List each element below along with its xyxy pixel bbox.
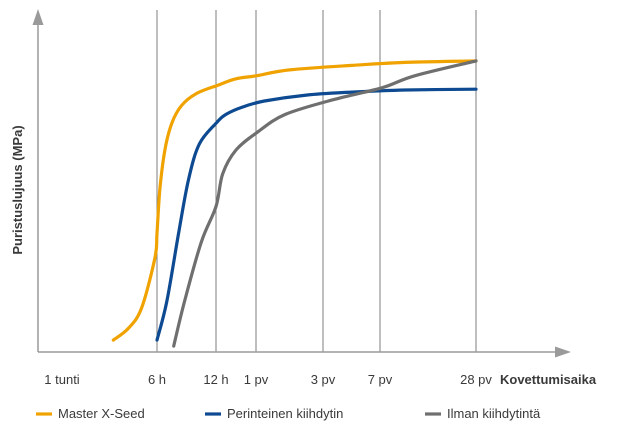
x-tick-label: 7 pv — [368, 372, 393, 387]
series-line-ilman-kiihdytinta — [172, 59, 478, 348]
x-tick-label: 1 tunti — [44, 372, 80, 387]
x-axis-label: Kovettumisaika — [500, 372, 597, 387]
x-tick-labels: 1 tunti 6 h 12 h 1 pv 3 pv 7 pv 28 pv — [44, 372, 492, 387]
x-tick-label: 1 pv — [244, 372, 269, 387]
legend-label: Ilman kiihdytintä — [447, 406, 541, 421]
y-axis-arrow-icon — [32, 9, 44, 25]
x-tick-label: 12 h — [203, 372, 228, 387]
x-tick-label: 6 h — [148, 372, 166, 387]
axes — [32, 9, 571, 358]
x-tick-label: 28 pv — [460, 372, 492, 387]
series-line-perinteinen-kiihdytin — [155, 87, 478, 342]
legend-label: Master X-Seed — [58, 406, 145, 421]
x-axis-arrow-icon — [555, 346, 571, 358]
y-axis-label: Puristuslujuus (MPa) — [10, 125, 25, 254]
legend: Master X-Seed Perinteinen kiihdytin Ilman … — [36, 406, 541, 421]
x-tick-label: 3 pv — [311, 372, 336, 387]
series-line-master-x-seed — [111, 59, 478, 342]
series-lines — [111, 59, 478, 348]
legend-label: Perinteinen kiihdytin — [227, 406, 343, 421]
